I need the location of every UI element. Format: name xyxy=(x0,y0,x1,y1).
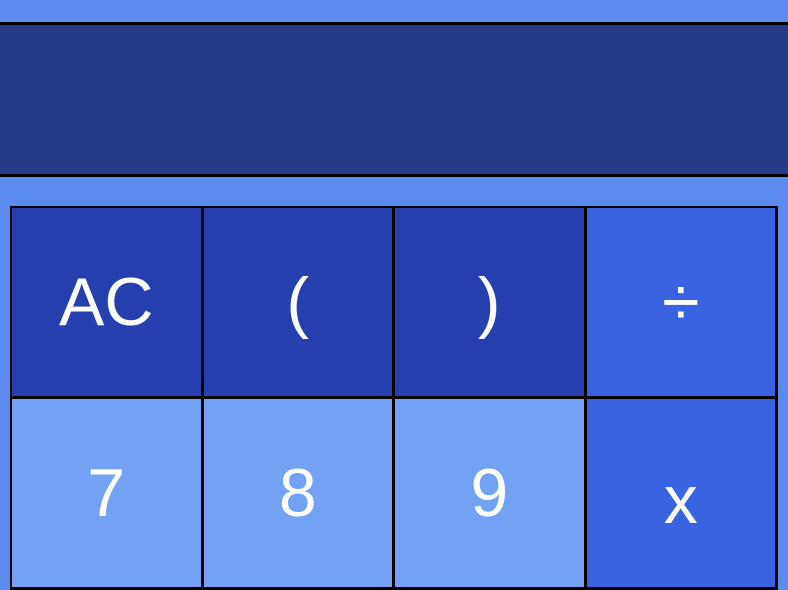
calculator-display xyxy=(0,22,788,177)
divide-button[interactable]: ÷ xyxy=(586,208,778,399)
close-paren-button[interactable]: ) xyxy=(395,208,587,399)
multiply-button[interactable]: x xyxy=(586,399,778,590)
open-paren-button[interactable]: ( xyxy=(203,208,395,399)
digit-8-button[interactable]: 8 xyxy=(203,399,395,590)
keypad: AC ( ) ÷ 7 8 9 x xyxy=(10,206,778,590)
digit-7-button[interactable]: 7 xyxy=(12,399,204,590)
digit-9-button[interactable]: 9 xyxy=(395,399,587,590)
all-clear-button[interactable]: AC xyxy=(12,208,204,399)
